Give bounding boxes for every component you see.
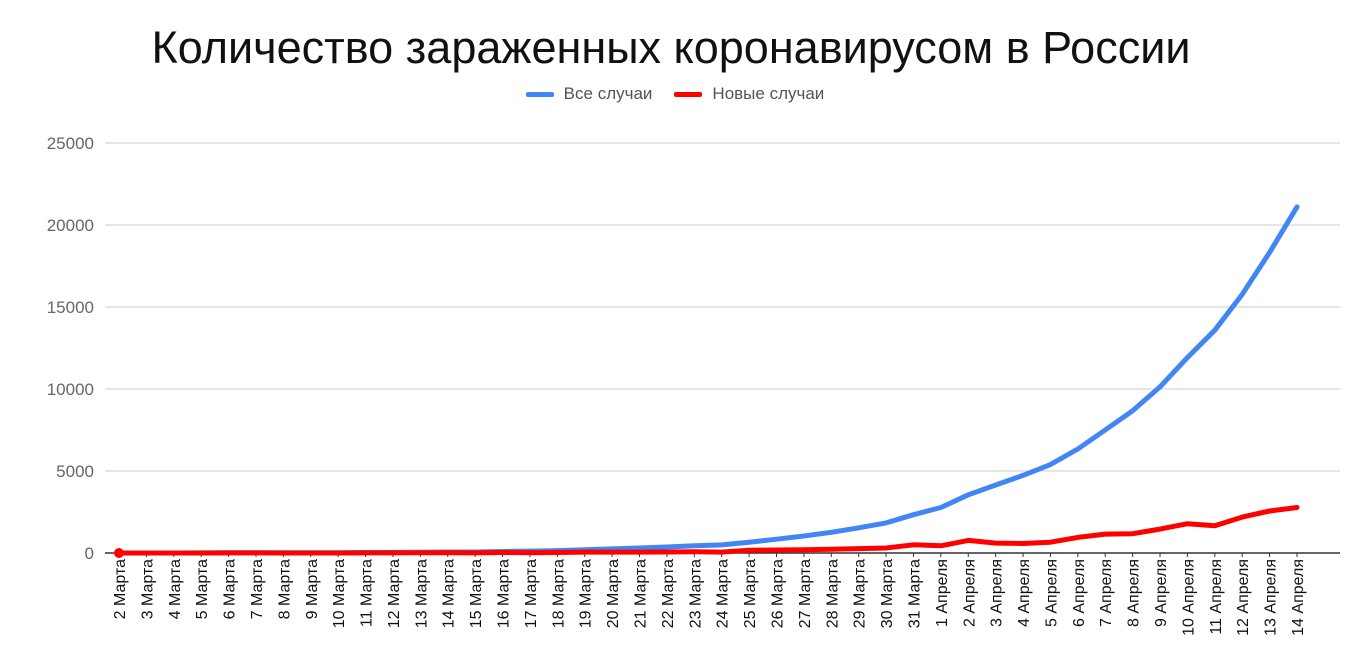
- x-tick-label: 6 Марта: [222, 559, 239, 619]
- legend: Все случаи Новые случаи: [0, 84, 1350, 104]
- x-tick-label: 12 Марта: [386, 559, 403, 628]
- legend-item-all-cases: Все случаи: [525, 84, 653, 104]
- x-tick-label: 11 Апреля: [1208, 559, 1225, 635]
- x-tick-label: 27 Марта: [797, 559, 814, 628]
- x-tick-label: 8 Марта: [276, 559, 293, 619]
- x-tick-label: 30 Марта: [879, 559, 896, 628]
- grid-lines: [105, 142, 1340, 554]
- x-tick-label: 4 Апреля: [1016, 559, 1033, 627]
- x-tick-label: 4 Марта: [167, 559, 184, 619]
- x-tick-label: 2 Апреля: [961, 559, 978, 627]
- x-tick-label: 9 Апреля: [1153, 559, 1170, 627]
- x-axis-ticks: 2 Марта 3 Марта 4 Марта 5 Марта 6 Марта 7 Мар…: [112, 553, 1307, 636]
- series-line-all-cases: [116, 204, 1300, 556]
- x-tick-label: 10 Апреля: [1180, 559, 1197, 636]
- x-tick-label: 12 Апреля: [1235, 559, 1252, 636]
- x-tick-label: 7 Апреля: [1098, 559, 1115, 627]
- x-tick-label: 20 Марта: [605, 559, 622, 628]
- y-tick-label: 25000: [47, 134, 94, 153]
- series-lines: [114, 204, 1300, 558]
- x-tick-label: 11 Марта: [359, 559, 376, 627]
- x-tick-label: 31 Марта: [906, 559, 923, 628]
- y-tick-label: 20000: [47, 216, 94, 235]
- x-tick-label: 9 Марта: [304, 559, 321, 619]
- y-tick-label: 5000: [56, 462, 94, 481]
- x-tick-label: 23 Марта: [687, 559, 704, 628]
- x-tick-label: 17 Марта: [523, 559, 540, 628]
- x-tick-label: 24 Марта: [715, 559, 732, 628]
- y-axis-ticks: 0 5000 10000 15000 20000 25000: [47, 134, 94, 563]
- x-tick-label: 10 Марта: [331, 559, 348, 628]
- x-tick-label: 5 Марта: [194, 559, 211, 619]
- legend-label-all-cases: Все случаи: [563, 84, 653, 103]
- y-tick-label: 10000: [47, 380, 94, 399]
- legend-swatch-all-cases: [525, 91, 554, 97]
- series-line-new-cases: [116, 505, 1300, 556]
- x-tick-label: 16 Марта: [496, 559, 513, 628]
- x-tick-label: 13 Апреля: [1263, 559, 1280, 636]
- x-tick-label: 14 Марта: [441, 559, 458, 628]
- y-tick-label: 0: [85, 544, 94, 563]
- x-tick-label: 26 Марта: [769, 559, 786, 628]
- x-tick-label: 19 Марта: [578, 559, 595, 628]
- x-tick-label: 3 Марта: [139, 559, 156, 619]
- y-tick-label: 15000: [47, 298, 94, 317]
- x-tick-label: 22 Марта: [660, 559, 677, 628]
- x-tick-label: 5 Апреля: [1043, 559, 1060, 627]
- x-tick-label: 14 Апреля: [1290, 559, 1307, 636]
- x-tick-label: 28 Марта: [824, 559, 841, 628]
- legend-swatch-new-cases: [674, 91, 703, 97]
- x-tick-label: 6 Апреля: [1071, 559, 1088, 627]
- x-tick-label: 21 Марта: [633, 559, 650, 628]
- x-tick-label: 15 Марта: [468, 559, 485, 628]
- legend-label-new-cases: Новые случаи: [712, 84, 825, 103]
- x-tick-label: 25 Марта: [742, 559, 759, 628]
- x-tick-label: 3 Апреля: [989, 559, 1006, 627]
- x-tick-label: 1 Апреля: [934, 559, 951, 627]
- x-tick-label: 13 Марта: [413, 559, 430, 628]
- chart-title: Количество зараженных коронавирусом в Ро…: [151, 22, 1191, 73]
- x-tick-label: 2 Марта: [112, 559, 129, 619]
- series-start-point: [114, 547, 124, 558]
- x-tick-label: 7 Марта: [249, 559, 266, 619]
- x-tick-label: 8 Апреля: [1126, 559, 1143, 627]
- x-tick-label: 18 Марта: [550, 559, 567, 628]
- x-tick-label: 29 Марта: [852, 559, 869, 628]
- legend-item-new-cases: Новые случаи: [674, 84, 824, 104]
